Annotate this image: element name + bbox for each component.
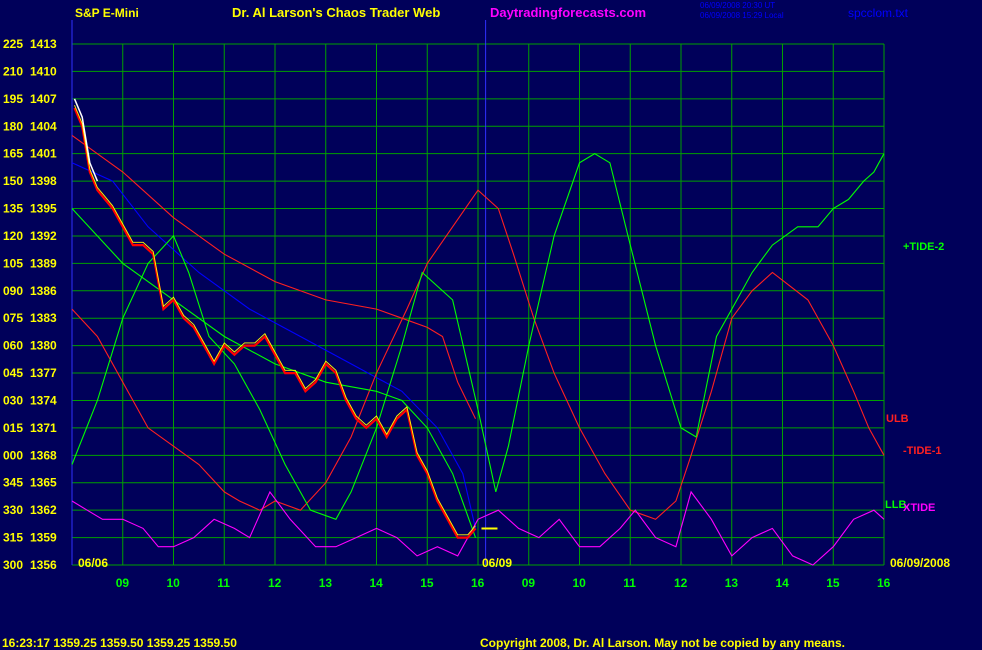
y-tick-price-label: 1392 [30,229,57,243]
y-tick-price-label: 1368 [30,448,57,462]
x-axis-time-ticks: 09 10 11 12 13 14 15 16 09 10 11 12 13 14 15 16 [116,576,891,590]
data-file-name: spcclom.txt [848,6,909,20]
x-tick-label: 12 [268,576,282,590]
quote-line: 16:23:17 1359.25 1359.50 1359.25 1359.50 [2,636,237,650]
site-link[interactable]: Daytradingforecasts.com [490,5,646,20]
y-tick-price-label: 1404 [30,119,57,133]
x-tick-label: 15 [420,576,434,590]
y-tick-index-label: 120 [3,229,23,243]
date-label-start: 06/06 [78,556,108,570]
y-axis-index-ticks: 300 315 330 345 000 015 030 045 060 075 090 105 120 1… [3,37,23,572]
y-tick-index-label: 300 [3,558,23,572]
grid [71,20,885,566]
y-tick-index-label: 030 [3,393,23,407]
x-tick-label: 14 [370,576,384,590]
series-line-tide2 [71,153,885,520]
y-tick-price-label: 1401 [30,147,57,161]
y-tick-index-label: 180 [3,119,23,133]
label-ulb: ULB [886,413,909,425]
x-tick-label: 14 [776,576,790,590]
y-tick-index-label: 195 [3,92,23,106]
y-tick-price-label: 1398 [30,174,57,188]
series-line-xtide [71,490,885,566]
y-tick-index-label: 315 [3,531,23,545]
series-line-tide1 [71,189,885,520]
y-tick-index-label: 210 [3,64,23,78]
y-tick-price-label: 1365 [30,476,57,490]
y-tick-price-label: 1413 [30,37,57,51]
y-tick-price-label: 1410 [30,64,57,78]
y-tick-price-label: 1395 [30,202,57,216]
date-label-mid: 06/09 [482,556,512,570]
y-tick-index-label: 345 [3,476,23,490]
x-tick-label: 11 [623,576,636,590]
y-tick-price-label: 1362 [30,503,57,517]
y-tick-price-label: 1359 [30,531,57,545]
x-tick-label: 16 [471,576,485,590]
x-tick-label: 13 [319,576,333,590]
y-tick-index-label: 045 [3,366,23,380]
copyright-notice: Copyright 2008, Dr. Al Larson. May not b… [480,636,845,650]
chart-left-title: S&P E-Mini [75,6,139,20]
x-tick-label: 16 [877,576,891,590]
y-tick-price-label: 1371 [30,421,57,435]
series-line-price-early [73,98,99,182]
x-tick-label: 12 [674,576,688,590]
y-tick-index-label: 000 [3,448,23,462]
y-tick-price-label: 1377 [30,366,57,380]
series-line-blue [71,162,477,529]
label-xtide: XTIDE [903,502,935,514]
y-tick-index-label: 135 [3,202,23,216]
series-line-ulb [71,134,476,420]
x-tick-label: 09 [522,576,536,590]
x-tick-label: 13 [725,576,739,590]
x-tick-label: 11 [217,576,230,590]
y-tick-index-label: 150 [3,174,23,188]
y-axis-price-ticks: 1356 1359 1362 1365 1368 1371 1374 1377 1380 1383… [30,37,57,572]
y-tick-price-label: 1374 [30,393,57,407]
x-tick-label: 09 [116,576,130,590]
series-layer [71,98,885,566]
y-tick-index-label: 090 [3,284,23,298]
y-tick-index-label: 330 [3,503,23,517]
y-tick-price-label: 1389 [30,256,57,270]
x-tick-label: 10 [573,576,587,590]
y-tick-index-label: 075 [3,311,23,325]
timestamp-local: 06/09/2008 15:29 Local [700,11,784,20]
y-tick-price-label: 1407 [30,92,57,106]
series-line-price [73,107,477,539]
y-tick-index-label: 225 [3,37,23,51]
label-tide1: -TIDE-1 [903,445,942,457]
series-line-moving-average [74,105,476,536]
y-tick-index-label: 015 [3,421,23,435]
chart-center-title: Dr. Al Larson's Chaos Trader Web [232,5,440,20]
series-line-llb [71,208,477,538]
label-llb: LLB [885,499,906,511]
x-tick-label: 10 [167,576,181,590]
y-tick-price-label: 1386 [30,284,57,298]
y-tick-index-label: 105 [3,256,23,270]
date-label-end: 06/09/2008 [890,556,950,570]
timestamp-ut: 06/09/2008 20:30 UT [700,1,775,10]
x-tick-label: 15 [826,576,840,590]
y-tick-index-label: 165 [3,147,23,161]
y-tick-price-label: 1383 [30,311,57,325]
y-tick-price-label: 1356 [30,558,57,572]
y-tick-index-label: 060 [3,339,23,353]
y-tick-price-label: 1380 [30,339,57,353]
label-tide2: +TIDE-2 [903,241,944,253]
